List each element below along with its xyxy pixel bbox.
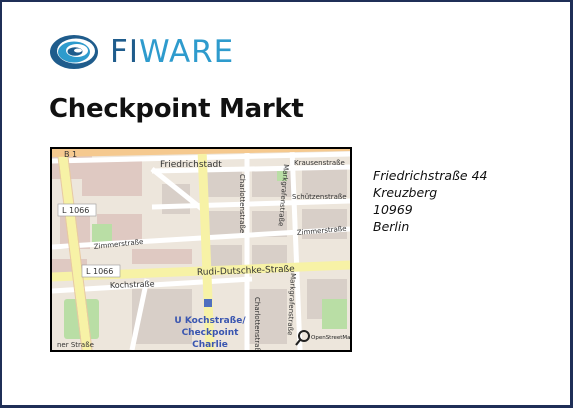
map-label-schuetzenstrasse: Schützenstraße	[292, 193, 347, 201]
map-label-l1066-top: L 1066	[62, 206, 89, 215]
brand-name: FIWARE	[110, 33, 235, 70]
map-label-rudi-dutschke-strasse: Rudi-Dutschke-Straße	[197, 265, 296, 278]
map-label-kochstrasse: Kochstraße	[110, 279, 155, 290]
map-label-markgrafenstrasse-bottom: Markgrafenstraße	[286, 273, 297, 336]
brand-name-prefix: FI	[110, 33, 139, 70]
map-station-line3: Charlie	[192, 340, 228, 350]
map-label-l1066-bottom: L 1066	[86, 267, 113, 276]
map-label-friedrichstadt: Friedrichstadt	[160, 160, 222, 170]
map-road-shield-bottom: L 1066	[81, 264, 121, 278]
address-block: Friedrichstraße 44 Kreuzberg 10969 Berli…	[373, 167, 488, 235]
map-attribution[interactable]: OpenStreetMap	[295, 330, 350, 346]
map-canvas[interactable]: B 1 Friedrichstadt Krausenstraße Schütze…	[52, 149, 350, 350]
subway-station-icon[interactable]	[204, 299, 212, 307]
map-station-line2: Checkpoint	[182, 328, 240, 338]
address-street: Friedrichstraße 44	[373, 168, 488, 183]
page-title: Checkpoint Markt	[49, 94, 304, 124]
address-postal-code: 10969	[373, 202, 413, 217]
fiware-logo: FIWARE	[48, 32, 234, 72]
magnifier-icon	[298, 330, 310, 342]
location-map[interactable]: B 1 Friedrichstadt Krausenstraße Schütze…	[50, 147, 352, 352]
map-label-bottom-left-street: ner Straße	[57, 341, 94, 349]
address-city: Berlin	[373, 219, 410, 234]
map-attribution-text: OpenStreetMap	[311, 335, 350, 341]
map-station-label: U Kochstraße/ Checkpoint Charlie	[174, 316, 246, 350]
brand-name-suffix: WARE	[138, 33, 235, 70]
map-road-edges	[56, 149, 93, 350]
map-label-b1: B 1	[64, 150, 77, 159]
map-label-charlottenstrasse-top: Charlottenstraße	[238, 174, 246, 233]
address-district: Kreuzberg	[373, 185, 438, 200]
fiware-swirl-logo-icon	[50, 35, 98, 69]
map-station-line1: U Kochstraße/	[174, 316, 246, 326]
map-road-shield-top: L 1066	[57, 203, 97, 217]
map-label-charlottenstrasse-bottom: Charlottenstraße	[253, 297, 261, 350]
map-label-krausenstrasse: Krausenstraße	[294, 159, 345, 167]
map-minor-roads	[52, 149, 350, 350]
map-blocks	[132, 169, 347, 344]
map-trunk-road	[52, 149, 350, 157]
